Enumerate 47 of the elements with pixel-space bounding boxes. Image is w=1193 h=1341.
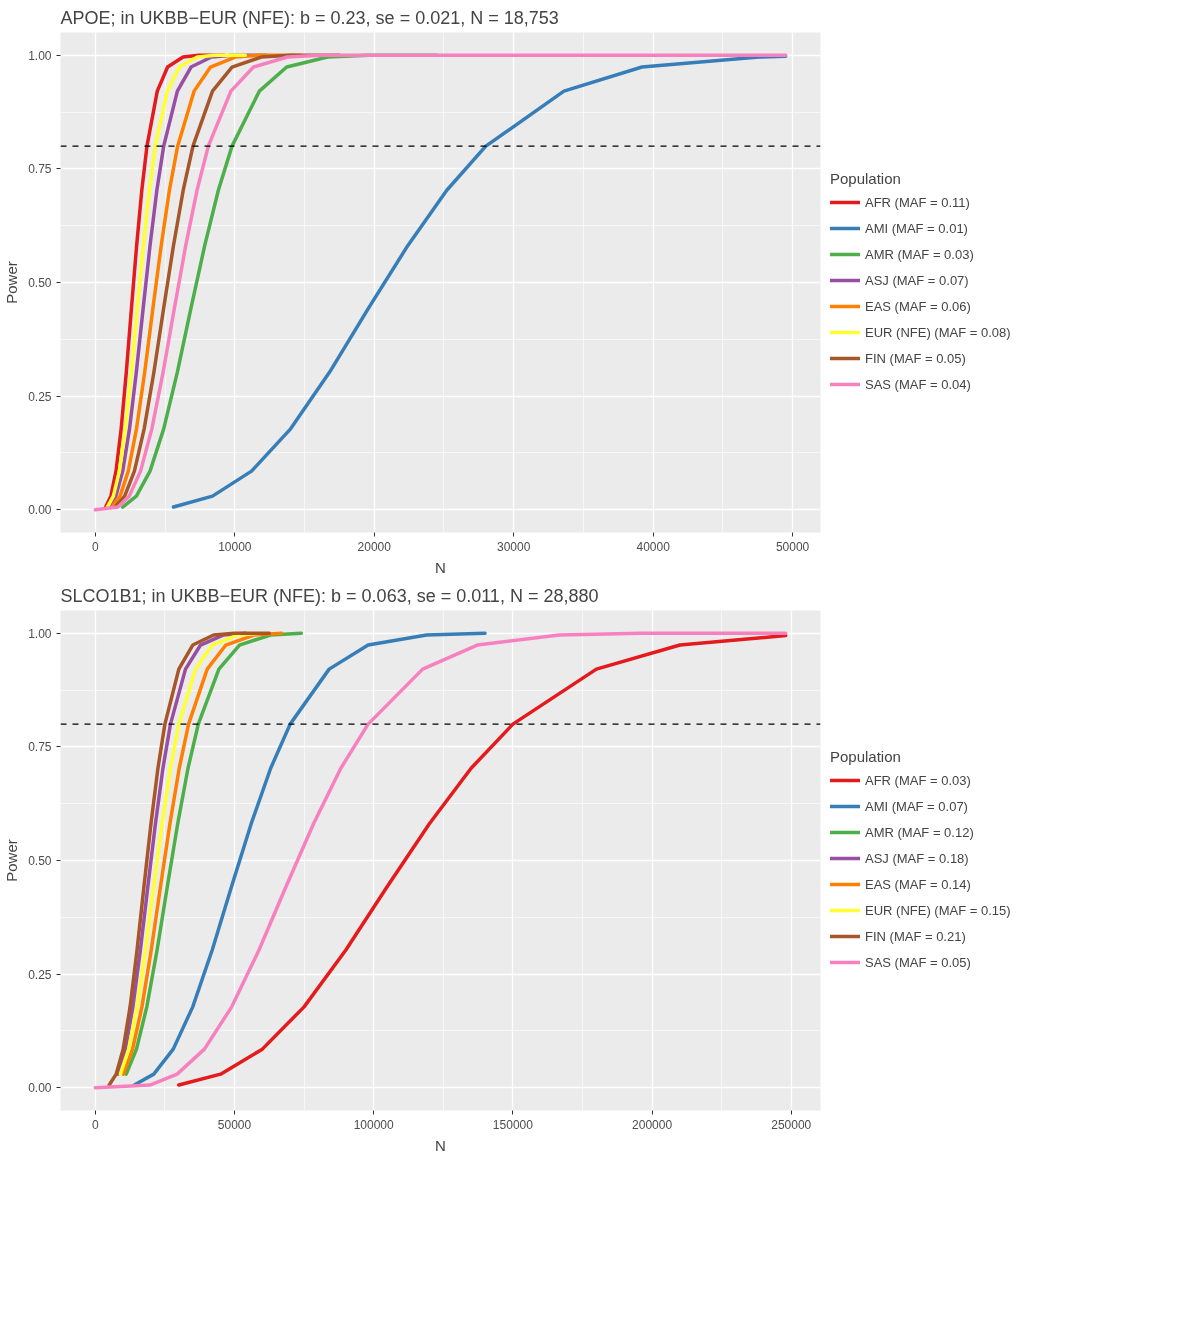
y-tick-label: 1.00 [28,626,52,641]
legend-label: AMR (MAF = 0.03) [865,246,974,262]
x-tick-label: 50000 [217,1117,252,1132]
x-tick-label: 100000 [353,1117,395,1132]
x-tick-label: 50000 [775,539,810,554]
legend-label: EAS (MAF = 0.14) [865,876,971,892]
line-series [132,631,487,1087]
x-axis-title: N [435,558,446,576]
chart-title: SLCO1B1; in UKBB−EUR (NFE): b = 0.063, se = 0.011, N = 28,880 [60,585,599,606]
y-tick-label: 0.00 [28,1081,52,1096]
x-axis-title: N [435,1136,446,1154]
legend-label: FIN (MAF = 0.05) [865,350,966,366]
legend-label: SAS (MAF = 0.05) [865,954,971,970]
legend-label: EUR (NFE) (MAF = 0.08) [865,324,1011,340]
legend-label: EUR (NFE) (MAF = 0.15) [865,902,1011,918]
x-tick-label: 30000 [497,539,531,554]
x-tick-label: 150000 [492,1117,534,1132]
legend-label: AMI (MAF = 0.07) [865,798,968,814]
legend-label: SAS (MAF = 0.04) [865,376,971,392]
legend-label: AMR (MAF = 0.12) [865,824,974,840]
x-tick-label: 20000 [357,539,392,554]
legend-label: AFR (MAF = 0.03) [865,772,971,788]
legend-label: AFR (MAF = 0.11) [865,194,970,210]
x-tick-label: 0 [91,1117,99,1132]
x-tick-label: 0 [92,539,100,554]
x-tick-label: 250000 [771,1117,812,1132]
legend-title: Population [830,170,902,187]
x-tick-label: 10000 [218,539,252,554]
y-tick-label: 1.00 [28,48,52,63]
y-tick-label: 0.25 [28,967,52,982]
legend-label: ASJ (MAF = 0.18) [865,850,969,866]
legend-label: ASJ (MAF = 0.07) [865,272,969,288]
legend-title: Population [830,748,902,765]
legend-label: AMI (MAF = 0.01) [865,220,968,236]
y-tick-label: 0.75 [28,162,52,177]
y-tick-label: 0.75 [28,740,52,755]
legend-label: FIN (MAF = 0.21) [865,928,966,944]
x-tick-label: 40000 [636,539,671,554]
y-axis-title: Power [3,839,21,882]
y-tick-label: 0.50 [28,854,52,868]
y-tick-label: 0.00 [28,503,52,518]
x-tick-label: 200000 [632,1117,673,1132]
chart-title: APOE; in UKBB−EUR (NFE): b = 0.23, se = 0.021, N = 18,753 [60,7,559,28]
legend-label: EAS (MAF = 0.06) [865,298,971,314]
y-axis-title: Power [3,261,21,304]
y-tick-label: 0.25 [28,389,52,404]
y-tick-label: 0.50 [28,276,52,290]
